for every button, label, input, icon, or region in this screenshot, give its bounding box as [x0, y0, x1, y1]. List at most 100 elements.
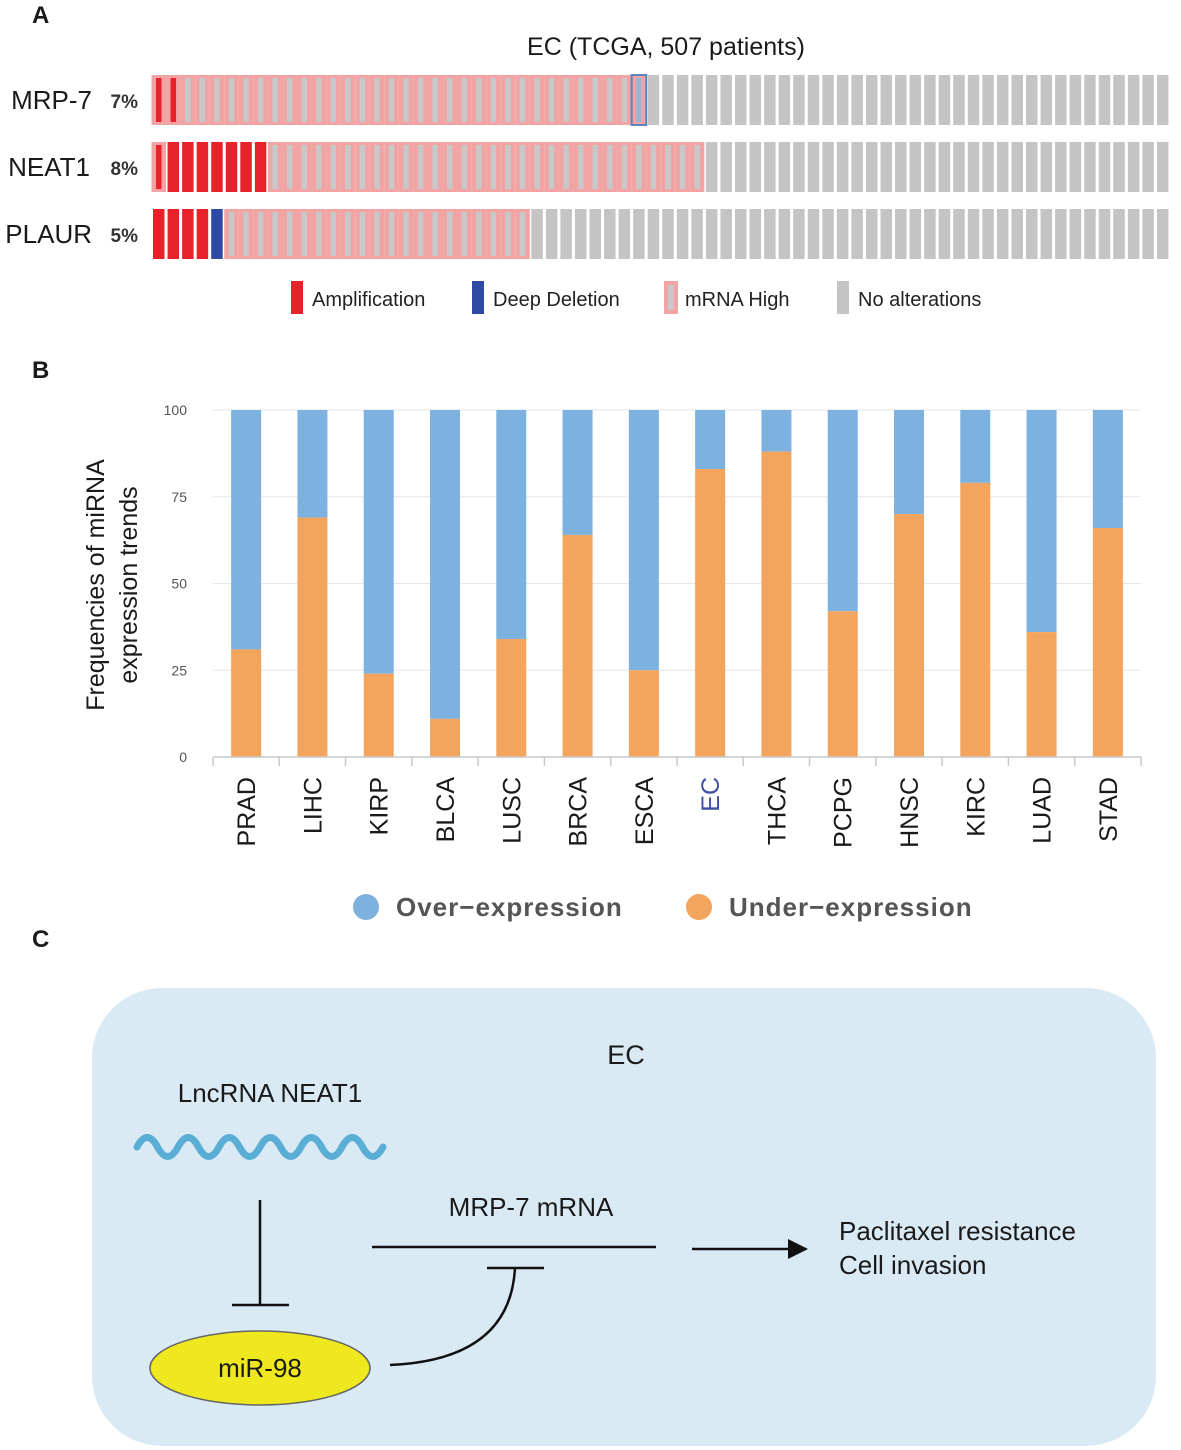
- mrna-high-inner: [490, 145, 497, 189]
- no-alteration-cell: [953, 75, 965, 125]
- mrna-high-inner: [417, 78, 424, 122]
- no-alteration-cell: [938, 209, 951, 259]
- no-alteration-cell: [749, 142, 762, 192]
- mrna-high-inner: [316, 145, 322, 189]
- no-alteration-cell: [822, 142, 834, 192]
- no-alteration-cell: [836, 142, 849, 192]
- no-alteration-cell: [1011, 209, 1023, 259]
- legend-swatch: [291, 281, 303, 314]
- mrna-high-inner: [403, 78, 409, 122]
- no-alteration-cell: [589, 209, 601, 259]
- no-alteration-cell: [793, 209, 805, 259]
- mrna-high-inner: [272, 212, 278, 256]
- no-alteration-cell: [924, 75, 936, 125]
- legend-mrna-high: mRNA High: [664, 281, 789, 314]
- mrna-high-inner: [243, 78, 249, 122]
- bar-under-lusc: [496, 639, 527, 757]
- mrna-high-inner: [519, 212, 526, 256]
- no-alteration-cell: [749, 209, 762, 259]
- bar-over-kirp: [363, 410, 394, 674]
- no-alteration-cell: [793, 142, 805, 192]
- no-alteration-cell: [691, 75, 703, 125]
- amplification-cell: [225, 142, 238, 192]
- no-alteration-cell: [996, 142, 1009, 192]
- no-alteration-cell: [778, 142, 791, 192]
- mrna-high-inner: [316, 78, 322, 122]
- no-alteration-cell: [982, 209, 994, 259]
- no-alteration-cell: [545, 209, 558, 259]
- no-alteration-cell: [1156, 75, 1169, 125]
- no-alteration-cell: [822, 209, 834, 259]
- stacked-bar-chart: 0 25 50 75 100 PRAD LIHC KIRP BLCA LUSC BRCA ESCA E…: [82, 402, 1142, 922]
- no-alteration-cell: [895, 75, 907, 125]
- mrna-high-inner: [330, 78, 337, 122]
- no-alteration-cell: [676, 75, 689, 125]
- amplification-cell: [153, 209, 165, 259]
- amplification-cell: [167, 209, 180, 259]
- bar-under-kirc: [960, 482, 991, 757]
- oncoprint-row-plaur: PLAUR 5%: [5, 209, 1169, 259]
- legend-label: Amplification: [312, 289, 425, 311]
- mrna-high-inner: [490, 78, 497, 122]
- bar-over-luad: [1026, 410, 1057, 633]
- no-alteration-cell: [1098, 75, 1111, 125]
- x-tick-label-esca: ESCA: [631, 777, 659, 845]
- oncoprint-row-mrp-7: MRP-7 7%: [11, 74, 1169, 126]
- bar-under-ec: [695, 468, 726, 757]
- mrna-high-inner: [257, 78, 264, 122]
- amplification-cell: [240, 142, 252, 192]
- x-tick-label-lusc: LUSC: [498, 777, 526, 844]
- no-alteration-cell: [1011, 142, 1023, 192]
- no-alteration-cell: [1142, 142, 1154, 192]
- mrna-high-inner: [461, 78, 468, 122]
- no-alteration-cell: [1084, 75, 1096, 125]
- no-alteration-cell: [865, 75, 878, 125]
- no-alteration-cell: [662, 209, 674, 259]
- no-alteration-cell: [895, 209, 907, 259]
- x-tick-label-prad: PRAD: [233, 777, 261, 846]
- no-alteration-cell: [967, 209, 980, 259]
- mrna-high-inner: [505, 78, 511, 122]
- mrna-high-inner: [301, 212, 307, 256]
- bar-under-stad: [1092, 527, 1123, 757]
- mrna-high-inner: [621, 78, 628, 122]
- no-alteration-cell: [1113, 75, 1125, 125]
- bar-under-luad: [1026, 632, 1057, 757]
- mrna-high-inner: [563, 145, 569, 189]
- mrna-high-inner: [447, 78, 453, 122]
- mrna-high-inner: [607, 145, 613, 189]
- bar-under-brca: [562, 534, 593, 757]
- rna-wave-icon: [133, 1134, 387, 1160]
- mrna-high-inner: [345, 145, 351, 189]
- mrna-high-inner: [374, 145, 380, 189]
- amplification-cell: [182, 209, 194, 259]
- legend-under-expression: Under−expression: [686, 892, 972, 922]
- mrna-high-inner: [199, 78, 206, 122]
- x-tick-label-kirc: KIRC: [962, 777, 990, 837]
- no-alteration-cell: [633, 209, 645, 259]
- oncoprint-row-neat1: NEAT1 8%: [8, 142, 1169, 192]
- y-tick-label: 25: [171, 662, 187, 678]
- no-alteration-cell: [574, 209, 587, 259]
- no-alteration-cell: [604, 209, 616, 259]
- no-alteration-cell: [1055, 75, 1067, 125]
- mrna-high-inner: [621, 145, 628, 189]
- mrna-high-inner: [417, 145, 424, 189]
- bar-over-pcpg: [827, 410, 858, 612]
- mrna-high-inner: [519, 145, 526, 189]
- bar-over-thca: [761, 410, 792, 452]
- mrna-high-inner: [330, 212, 337, 256]
- mrna-high-inner: [403, 212, 409, 256]
- no-alteration-cell: [720, 209, 732, 259]
- mrna-high-inner: [286, 78, 293, 122]
- legend-swatch: [837, 281, 849, 314]
- gene-label: MRP-7: [11, 85, 92, 115]
- mrna-high-inner: [548, 145, 555, 189]
- mrna-high-inner: [592, 78, 598, 122]
- no-alteration-cell: [880, 142, 892, 192]
- legend-swatch-inner: [668, 285, 674, 310]
- mrna-high-inner: [228, 212, 235, 256]
- bar-over-esca: [628, 410, 659, 671]
- mrna-high-inner: [330, 145, 337, 189]
- outcome-cell-invasion: Cell invasion: [839, 1250, 986, 1280]
